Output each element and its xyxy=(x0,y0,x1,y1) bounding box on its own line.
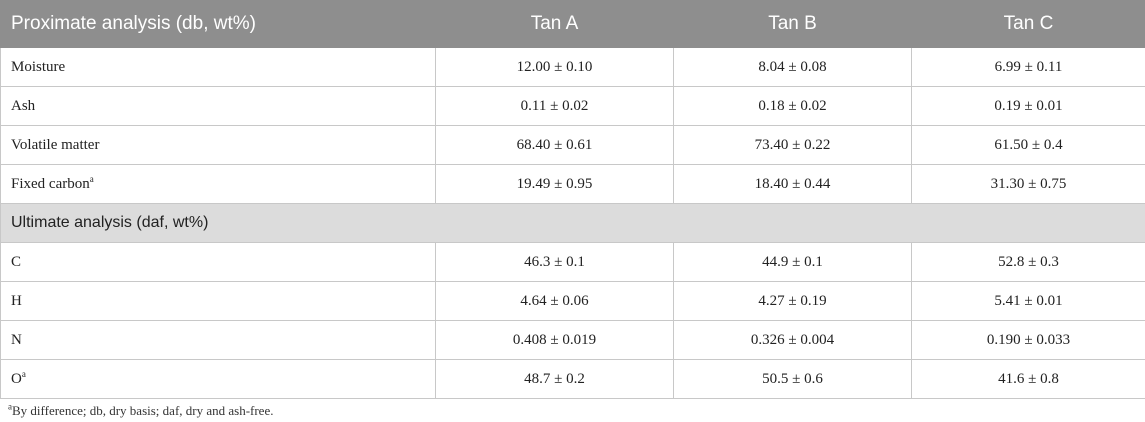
table-row: Fixed carbona 19.49 ± 0.95 18.40 ± 0.44 … xyxy=(0,164,1145,204)
cell-tan-a: 4.64 ± 0.06 xyxy=(435,281,674,321)
row-label-sup: a xyxy=(21,368,26,379)
cell-tan-a: 48.7 ± 0.2 xyxy=(435,359,674,399)
cell-tan-a: 19.49 ± 0.95 xyxy=(435,164,674,204)
header-tan-a: Tan A xyxy=(435,0,674,48)
cell-tan-a: 68.40 ± 0.61 xyxy=(435,125,674,165)
cell-tan-c: 61.50 ± 0.4 xyxy=(911,125,1145,165)
row-label-text: Moisture xyxy=(11,58,66,75)
cell-tan-c: 6.99 ± 0.11 xyxy=(911,47,1145,87)
header-proximate-analysis: Proximate analysis (db, wt%) xyxy=(0,0,436,48)
row-label: Fixed carbona xyxy=(0,164,436,204)
row-label-text: Volatile matter xyxy=(11,136,100,153)
row-label-text: C xyxy=(11,253,22,270)
row-label: Moisture xyxy=(0,47,436,87)
cell-tan-c: 31.30 ± 0.75 xyxy=(911,164,1145,204)
row-label: C xyxy=(0,242,436,282)
table-row: Oa 48.7 ± 0.2 50.5 ± 0.6 41.6 ± 0.8 xyxy=(0,359,1145,399)
row-label: Volatile matter xyxy=(0,125,436,165)
header-tan-b: Tan B xyxy=(673,0,912,48)
row-label-sup: a xyxy=(89,173,94,184)
row-label: Ash xyxy=(0,86,436,126)
section-row-ultimate: Ultimate analysis (daf, wt%) xyxy=(0,203,1145,243)
table-row: N 0.408 ± 0.019 0.326 ± 0.004 0.190 ± 0.… xyxy=(0,320,1145,360)
cell-tan-c: 52.8 ± 0.3 xyxy=(911,242,1145,282)
cell-tan-b: 0.326 ± 0.004 xyxy=(673,320,912,360)
row-label-text: Ash xyxy=(11,97,36,114)
cell-tan-a: 0.11 ± 0.02 xyxy=(435,86,674,126)
section-title: Ultimate analysis (daf, wt%) xyxy=(0,203,1145,243)
cell-tan-b: 8.04 ± 0.08 xyxy=(673,47,912,87)
table-row: H 4.64 ± 0.06 4.27 ± 0.19 5.41 ± 0.01 xyxy=(0,281,1145,321)
cell-tan-c: 41.6 ± 0.8 xyxy=(911,359,1145,399)
table-header-row: Proximate analysis (db, wt%) Tan A Tan B… xyxy=(0,0,1145,48)
table-footnote: aBy difference; db, dry basis; daf, dry … xyxy=(8,401,274,419)
cell-tan-b: 0.18 ± 0.02 xyxy=(673,86,912,126)
cell-tan-c: 0.190 ± 0.033 xyxy=(911,320,1145,360)
table-row: C 46.3 ± 0.1 44.9 ± 0.1 52.8 ± 0.3 xyxy=(0,242,1145,282)
table-row: Ash 0.11 ± 0.02 0.18 ± 0.02 0.19 ± 0.01 xyxy=(0,86,1145,126)
cell-tan-b: 73.40 ± 0.22 xyxy=(673,125,912,165)
row-label: H xyxy=(0,281,436,321)
row-label: Oa xyxy=(0,359,436,399)
table-row: Volatile matter 68.40 ± 0.61 73.40 ± 0.2… xyxy=(0,125,1145,165)
cell-tan-a: 0.408 ± 0.019 xyxy=(435,320,674,360)
cell-tan-c: 5.41 ± 0.01 xyxy=(911,281,1145,321)
table-row: Moisture 12.00 ± 0.10 8.04 ± 0.08 6.99 ±… xyxy=(0,47,1145,87)
cell-tan-b: 50.5 ± 0.6 xyxy=(673,359,912,399)
footnote-sup: a xyxy=(8,401,12,412)
row-label: N xyxy=(0,320,436,360)
row-label-text: H xyxy=(11,292,22,309)
row-label-text: N xyxy=(11,331,22,348)
cell-tan-b: 18.40 ± 0.44 xyxy=(673,164,912,204)
cell-tan-c: 0.19 ± 0.01 xyxy=(911,86,1145,126)
cell-tan-a: 46.3 ± 0.1 xyxy=(435,242,674,282)
footnote-text: By difference; db, dry basis; daf, dry a… xyxy=(12,403,274,418)
cell-tan-b: 4.27 ± 0.19 xyxy=(673,281,912,321)
header-tan-c: Tan C xyxy=(911,0,1145,48)
cell-tan-a: 12.00 ± 0.10 xyxy=(435,47,674,87)
cell-tan-b: 44.9 ± 0.1 xyxy=(673,242,912,282)
row-label-text: Fixed carbon xyxy=(11,175,90,192)
analysis-table: Proximate analysis (db, wt%) Tan A Tan B… xyxy=(0,0,1145,399)
row-label-text: O xyxy=(11,370,22,387)
